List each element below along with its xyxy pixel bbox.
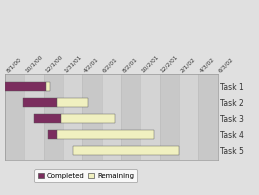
Bar [44, 74, 63, 160]
Bar [102, 74, 121, 160]
Bar [23, 98, 57, 107]
Bar [198, 74, 218, 160]
Bar [25, 74, 44, 160]
Bar [46, 82, 49, 91]
Bar [57, 98, 88, 107]
Bar [121, 74, 140, 160]
Bar [48, 130, 57, 139]
Bar [140, 74, 160, 160]
Bar [179, 74, 198, 160]
Bar [34, 114, 61, 123]
Bar [73, 146, 179, 155]
Bar [160, 74, 179, 160]
Legend: Completed, Remaining: Completed, Remaining [34, 169, 138, 182]
Bar [5, 74, 25, 160]
Bar [57, 130, 154, 139]
Bar [63, 74, 82, 160]
Bar [82, 74, 102, 160]
Bar [5, 82, 46, 91]
Bar [61, 114, 115, 123]
